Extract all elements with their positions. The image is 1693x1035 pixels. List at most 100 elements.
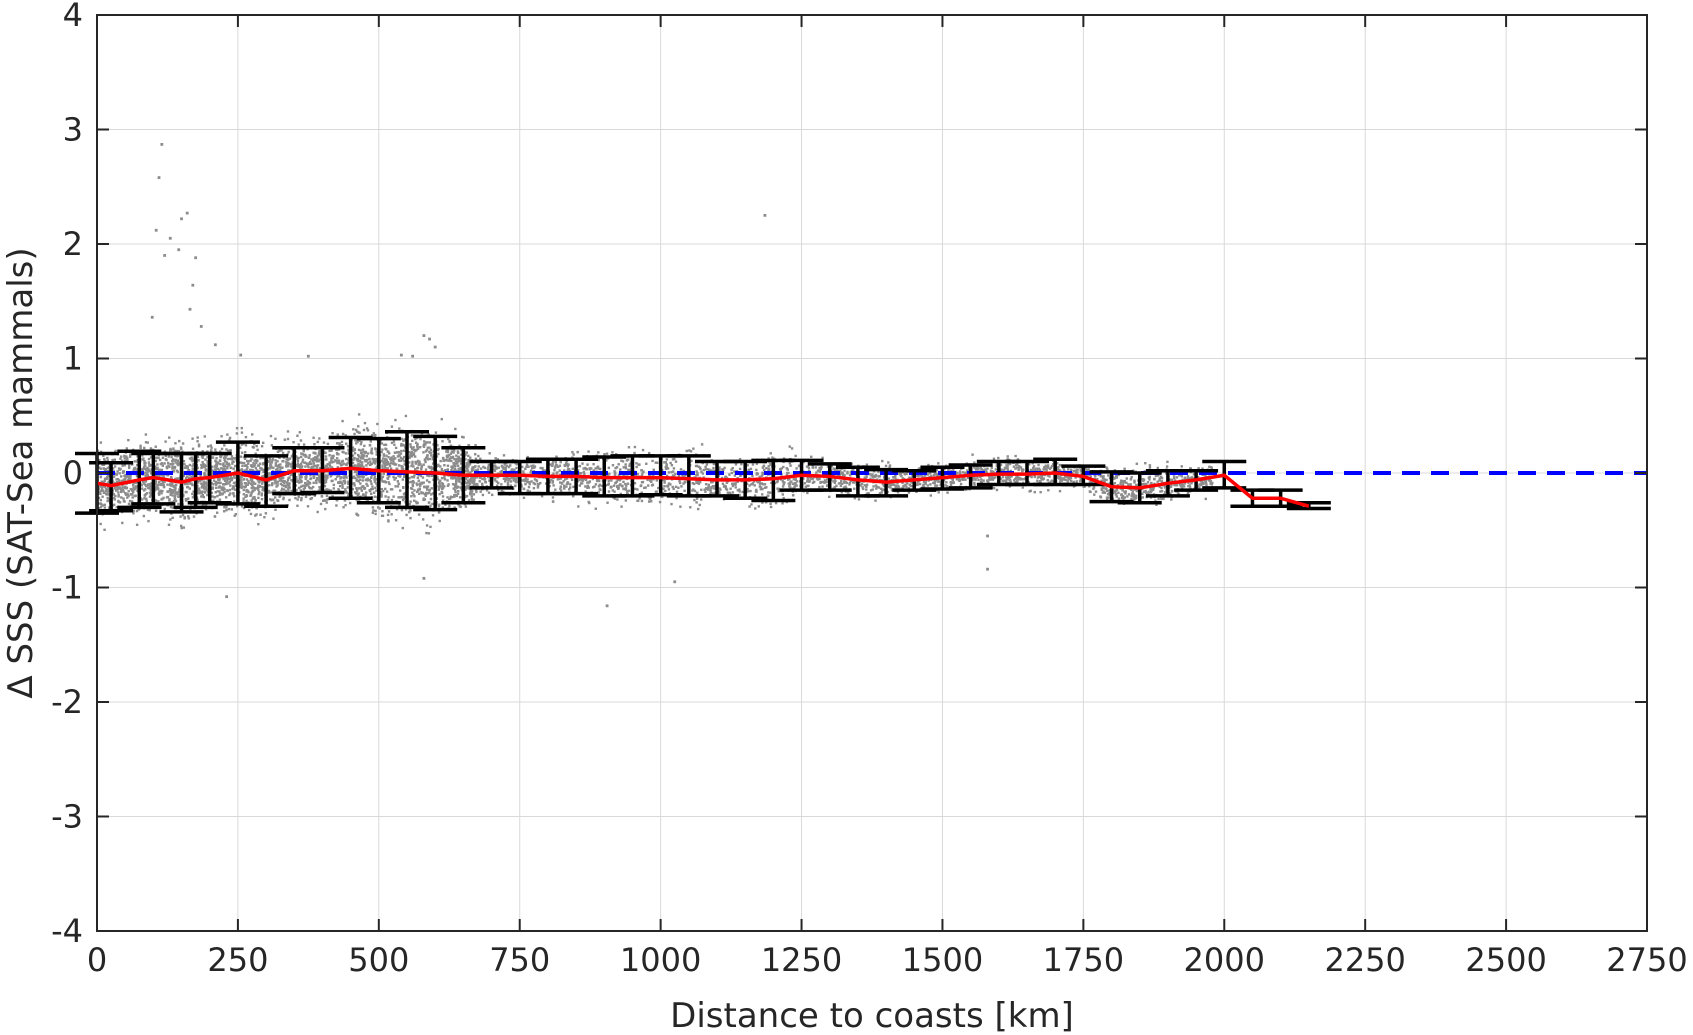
observation-point xyxy=(166,490,170,494)
observation-point xyxy=(527,465,530,468)
observation-point xyxy=(403,463,406,466)
observation-point xyxy=(627,458,630,461)
observation-point xyxy=(459,459,462,462)
observation-point xyxy=(122,497,125,500)
observation-point xyxy=(251,465,254,468)
observation-point xyxy=(370,452,374,455)
observation-point xyxy=(172,447,175,450)
observation-point xyxy=(823,481,826,484)
observation-point xyxy=(249,482,253,486)
observation-point xyxy=(135,463,139,467)
observation-point xyxy=(407,450,410,454)
observation-point xyxy=(1046,479,1049,482)
observation-point xyxy=(1021,469,1024,473)
observation-point xyxy=(102,491,106,494)
observation-point xyxy=(117,479,121,482)
observation-point xyxy=(863,484,866,487)
observation-point xyxy=(696,507,700,511)
observation-point xyxy=(429,451,433,454)
observation-point xyxy=(804,485,808,489)
observation-point xyxy=(380,495,383,498)
observation-point xyxy=(107,480,110,484)
observation-point xyxy=(726,491,730,494)
observation-point xyxy=(777,487,780,491)
observation-point xyxy=(422,498,425,502)
observation-point xyxy=(576,450,579,454)
observation-point xyxy=(586,481,589,484)
observation-point xyxy=(584,478,588,481)
observation-point xyxy=(451,477,454,480)
observation-point xyxy=(470,477,473,480)
observation-point xyxy=(134,481,138,485)
observation-point xyxy=(306,464,310,467)
observation-point xyxy=(1106,489,1109,493)
observation-point xyxy=(1168,478,1171,481)
observation-point xyxy=(849,471,852,474)
observation-point xyxy=(182,471,185,474)
observation-point xyxy=(172,499,176,503)
observation-point xyxy=(289,473,292,477)
observation-point xyxy=(1067,476,1070,479)
observation-point xyxy=(157,493,161,496)
observation-point xyxy=(795,484,798,487)
observation-point xyxy=(178,488,181,491)
observation-point xyxy=(318,486,321,489)
observation-point xyxy=(520,485,523,488)
observation-point xyxy=(563,464,567,468)
observation-point xyxy=(398,489,402,492)
observation-point xyxy=(251,489,255,492)
observation-point xyxy=(251,477,254,480)
observation-point xyxy=(838,474,841,477)
observation-point xyxy=(131,496,134,499)
observation-point xyxy=(169,492,173,496)
observation-point xyxy=(678,480,681,483)
observation-point xyxy=(108,499,111,502)
observation-point xyxy=(245,468,248,471)
observation-point xyxy=(397,496,400,499)
observation-point xyxy=(1102,490,1105,493)
observation-point xyxy=(148,482,152,486)
observation-point xyxy=(532,486,536,490)
observation-point xyxy=(846,472,849,475)
observation-point xyxy=(412,448,416,452)
observation-point xyxy=(305,476,308,479)
observation-point xyxy=(448,459,451,462)
observation-point xyxy=(344,488,347,491)
observation-point xyxy=(355,473,359,477)
observation-point xyxy=(327,489,330,492)
observation-point xyxy=(372,458,376,461)
observation-point xyxy=(633,482,637,485)
observation-point xyxy=(280,449,283,452)
observation-point xyxy=(530,480,533,483)
observation-point xyxy=(116,488,119,491)
observation-point xyxy=(294,490,298,493)
observation-point xyxy=(1210,467,1214,470)
observation-point xyxy=(309,467,313,470)
observation-point xyxy=(302,443,306,446)
observation-point xyxy=(203,435,206,438)
observation-point xyxy=(325,458,328,461)
observation-point xyxy=(1148,478,1151,481)
observation-point xyxy=(250,499,253,502)
observation-point xyxy=(230,508,234,511)
observation-point xyxy=(381,475,385,479)
observation-point xyxy=(169,518,172,521)
observation-point xyxy=(251,433,254,436)
observation-point xyxy=(188,457,192,460)
observation-point xyxy=(418,460,421,463)
observation-point xyxy=(299,439,303,442)
observation-point xyxy=(560,482,564,485)
observation-point xyxy=(371,457,374,461)
observation-point xyxy=(221,463,225,467)
observation-point xyxy=(386,461,390,464)
observation-point xyxy=(644,486,647,489)
observation-point xyxy=(1103,478,1106,481)
observation-point xyxy=(440,417,443,421)
observation-point xyxy=(286,479,290,482)
observation-point xyxy=(210,470,214,473)
observation-point xyxy=(655,461,659,464)
observation-point xyxy=(733,470,736,473)
observation-point xyxy=(1058,480,1062,483)
observation-point xyxy=(303,481,307,485)
